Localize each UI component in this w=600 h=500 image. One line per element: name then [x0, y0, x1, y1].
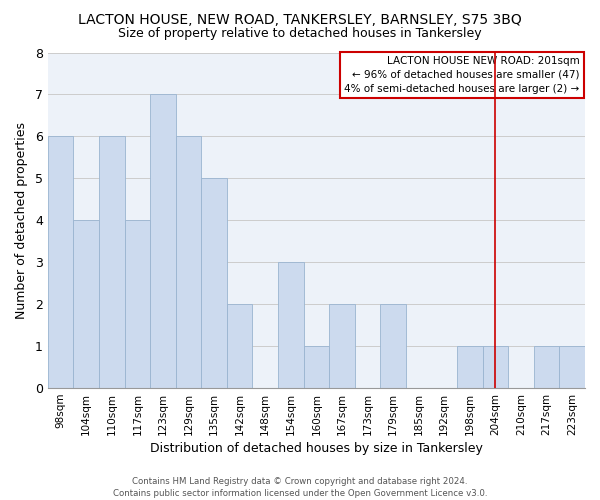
Y-axis label: Number of detached properties: Number of detached properties [15, 122, 28, 319]
Bar [99, 136, 125, 388]
Bar [329, 304, 355, 388]
Bar [227, 304, 253, 388]
Bar [278, 262, 304, 388]
Bar [125, 220, 150, 388]
Bar [534, 346, 559, 388]
Bar [201, 178, 227, 388]
Text: LACTON HOUSE NEW ROAD: 201sqm
← 96% of detached houses are smaller (47)
4% of se: LACTON HOUSE NEW ROAD: 201sqm ← 96% of d… [344, 56, 580, 94]
Bar [150, 94, 176, 388]
Bar [482, 346, 508, 388]
Text: Size of property relative to detached houses in Tankersley: Size of property relative to detached ho… [118, 28, 482, 40]
Bar [304, 346, 329, 388]
Bar [559, 346, 585, 388]
Bar [457, 346, 482, 388]
Text: Contains HM Land Registry data © Crown copyright and database right 2024.
Contai: Contains HM Land Registry data © Crown c… [113, 476, 487, 498]
Bar [48, 136, 73, 388]
Text: LACTON HOUSE, NEW ROAD, TANKERSLEY, BARNSLEY, S75 3BQ: LACTON HOUSE, NEW ROAD, TANKERSLEY, BARN… [78, 12, 522, 26]
X-axis label: Distribution of detached houses by size in Tankersley: Distribution of detached houses by size … [150, 442, 483, 455]
Bar [73, 220, 99, 388]
Bar [380, 304, 406, 388]
Bar [176, 136, 201, 388]
